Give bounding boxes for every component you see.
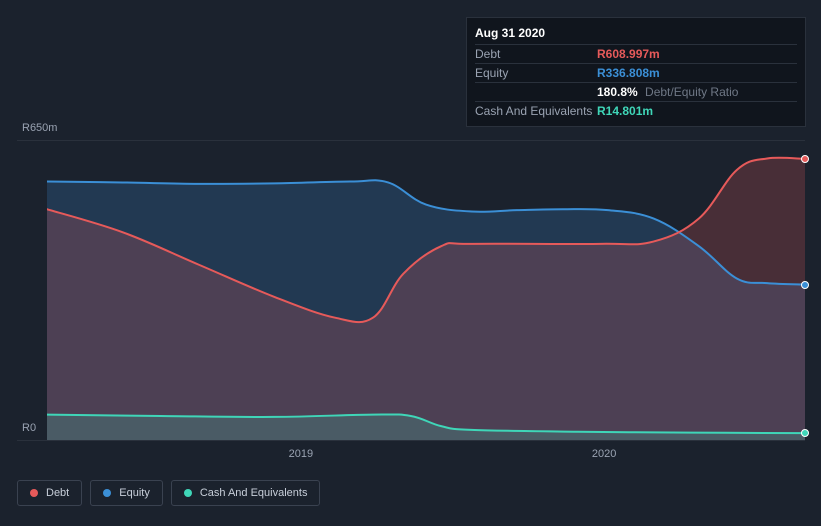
tooltip-value: R608.997m <box>597 47 660 61</box>
legend-label: Cash And Equivalents <box>200 487 308 499</box>
chart-container: Aug 31 2020 Debt R608.997m Equity R336.8… <box>0 0 821 526</box>
legend-label: Debt <box>46 487 69 499</box>
tooltip-label: Debt <box>475 47 597 61</box>
legend-swatch <box>184 489 192 497</box>
tooltip-label: Equity <box>475 66 597 80</box>
chart-tooltip: Aug 31 2020 Debt R608.997m Equity R336.8… <box>466 17 806 127</box>
series-marker-equity <box>801 281 809 289</box>
tooltip-row-ratio: 180.8% Debt/Equity Ratio <box>475 82 797 101</box>
legend-item-cash[interactable]: Cash And Equivalents <box>171 480 321 506</box>
legend-label: Equity <box>119 487 150 499</box>
legend-item-debt[interactable]: Debt <box>17 480 82 506</box>
tooltip-ratio-label: Debt/Equity Ratio <box>645 85 738 99</box>
tooltip-value: R14.801m <box>597 104 653 118</box>
tooltip-label: Cash And Equivalents <box>475 104 597 118</box>
legend-item-equity[interactable]: Equity <box>90 480 163 506</box>
tooltip-value: R336.808m <box>597 66 660 80</box>
chart-legend: Debt Equity Cash And Equivalents <box>17 480 320 506</box>
y-axis-min-label: R0 <box>22 422 36 434</box>
grid-line-bottom <box>17 440 805 441</box>
tooltip-row-cash: Cash And Equivalents R14.801m <box>475 101 797 120</box>
chart-plot <box>47 140 805 440</box>
legend-swatch <box>103 489 111 497</box>
tooltip-ratio-pct: 180.8% <box>597 85 638 99</box>
tooltip-label <box>475 85 597 99</box>
series-marker-debt <box>801 155 809 163</box>
tooltip-row-debt: Debt R608.997m <box>475 44 797 63</box>
y-axis-max-label: R650m <box>22 122 57 134</box>
x-axis-tick: 2020 <box>584 448 624 460</box>
tooltip-date: Aug 31 2020 <box>475 24 797 44</box>
x-axis-tick: 2019 <box>281 448 321 460</box>
series-marker-cash <box>801 429 809 437</box>
legend-swatch <box>30 489 38 497</box>
tooltip-row-equity: Equity R336.808m <box>475 63 797 82</box>
